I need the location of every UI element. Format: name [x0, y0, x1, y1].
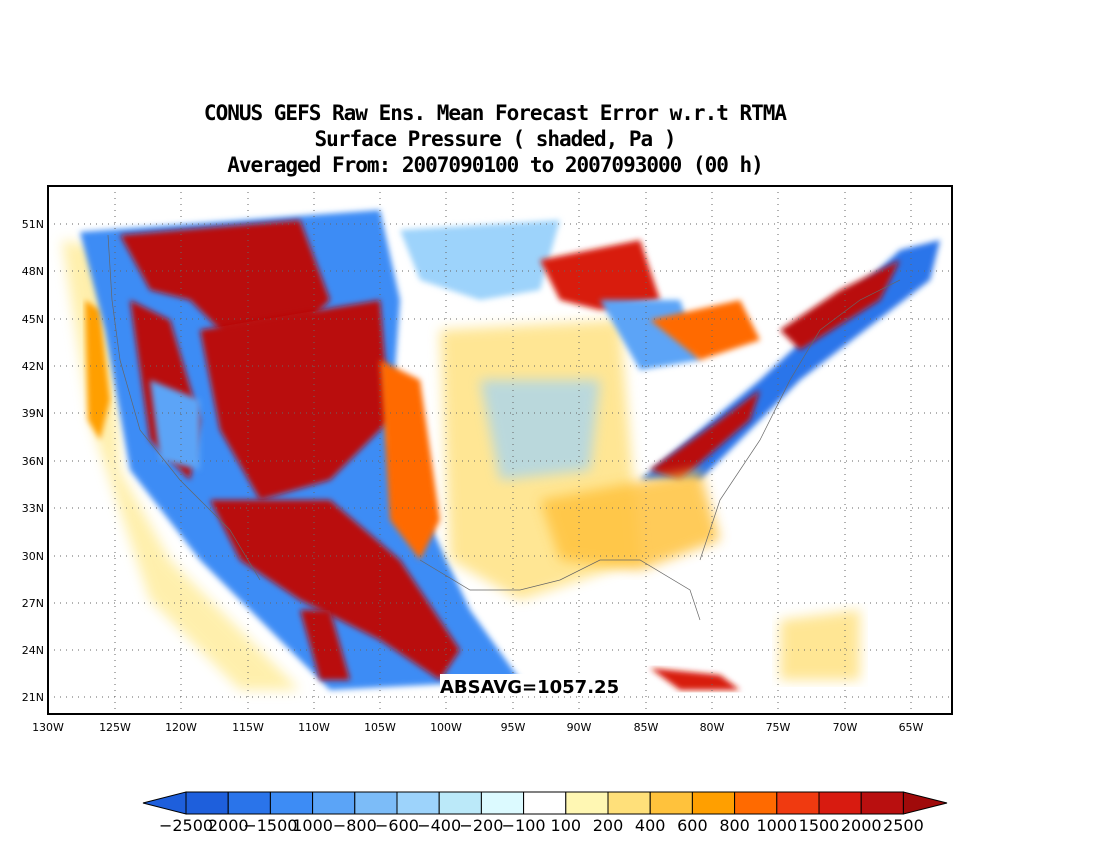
colorbar-swatch: [565, 791, 609, 815]
lon-tick-label: 90W: [567, 721, 592, 734]
colorbar-swatch: [480, 791, 525, 815]
colorbar-tick-label: −100: [502, 816, 546, 835]
central-blue: [480, 380, 600, 480]
lat-tick-label: 36N: [22, 455, 44, 468]
lat-tick-label: 48N: [22, 265, 44, 278]
lat-tick-label: 39N: [22, 407, 44, 420]
colorbar-swatch: [607, 791, 651, 815]
colorbar-extend-high: [902, 791, 948, 815]
coastline: [107, 234, 901, 621]
absavg-label: ABSAVG=1057.25: [440, 677, 619, 698]
colorbar-swatch: [312, 791, 356, 815]
lon-tick-label: 70W: [833, 721, 858, 734]
lon-tick-label: 125W: [99, 721, 131, 734]
colorbar-tick-label: 400: [635, 816, 666, 835]
colorbar-tick-label: 1000: [756, 816, 797, 835]
lat-tick-label: 45N: [22, 313, 44, 326]
lat-tick-label: 33N: [22, 502, 44, 515]
colorbar-tick-label: −400: [417, 816, 461, 835]
ne-red: [780, 260, 900, 350]
colorbar-tick-label: 2500: [883, 816, 924, 835]
lon-tick-label: 95W: [501, 721, 526, 734]
lon-tick-label: 120W: [165, 721, 197, 734]
colorbar-swatch: [776, 791, 820, 815]
lat-tick-label: 51N: [22, 218, 44, 231]
colorbar-tick-label: 2000: [841, 816, 882, 835]
lon-tick-label: 75W: [766, 721, 791, 734]
colorbar-swatch: [649, 791, 693, 815]
cuba-red: [650, 668, 740, 690]
west-red-1: [120, 220, 330, 340]
colorbar-tick-label: 1000: [292, 816, 333, 835]
absavg-background: [440, 674, 630, 696]
colorbar-tick-label: 100: [551, 816, 582, 835]
lat-tick-label: 27N: [22, 597, 44, 610]
colorbar-tick-label: 200: [593, 816, 624, 835]
lon-tick-label: 130W: [32, 721, 64, 734]
west-red-5: [300, 610, 350, 680]
colorbar-swatch: [438, 791, 482, 815]
colorbar-swatch: [860, 791, 904, 815]
colorbar-swatch: [818, 791, 862, 815]
title-block: CONUS GEFS Raw Ens. Mean Forecast Error …: [0, 100, 990, 178]
map-frame: [47, 185, 953, 715]
colorbar-tick-label: −800: [333, 816, 377, 835]
lon-tick-label: 65W: [899, 721, 924, 734]
field-layer: [62, 210, 952, 700]
colorbar-swatch: [354, 791, 398, 815]
lon-tick-label: 105W: [364, 721, 396, 734]
west-lightblue: [150, 380, 200, 470]
lakes-red: [540, 240, 660, 310]
lat-axis: 51N 48N 45N 42N 39N 36N 33N 30N 27N 24N 21N: [22, 218, 44, 704]
colorbar-swatch: [269, 791, 314, 815]
colorbar-tick-label: −2500: [159, 816, 213, 835]
colorbar-tick-label: 800: [719, 816, 750, 835]
colorbar-extend-low: [142, 791, 187, 815]
colorbar-swatch: [734, 791, 778, 815]
pacific-band: [85, 300, 110, 440]
plains-lightblue: [400, 220, 560, 300]
lon-tick-label: 85W: [634, 721, 659, 734]
plains-orange: [380, 360, 440, 560]
lon-tick-label: 115W: [232, 721, 264, 734]
west-red-4: [210, 500, 460, 680]
lat-tick-label: 21N: [22, 691, 44, 704]
title-line-2: Surface Pressure ( shaded, Pa ): [314, 127, 677, 151]
colorbar-swatch: [691, 791, 736, 815]
lon-axis: 130W 125W 120W 115W 110W 105W 100W 95W 90W 85W 80W…: [32, 721, 923, 734]
ne-orange: [650, 300, 760, 360]
lon-tick-label: 110W: [298, 721, 330, 734]
colorbar-tick-label: −1500: [243, 816, 297, 835]
colorbar-swatch: [396, 791, 440, 815]
lat-tick-label: 24N: [22, 644, 44, 657]
colorbar-swatch: [227, 791, 271, 815]
atlantic-bands: [780, 610, 860, 680]
lon-tick-label: 100W: [430, 721, 462, 734]
colorbar-tick-label: 1500: [799, 816, 840, 835]
lon-tick-label: 80W: [700, 721, 725, 734]
lat-tick-label: 30N: [22, 550, 44, 563]
title-line-3: Averaged From: 2007090100 to 2007093000 …: [227, 153, 764, 177]
gridlines: [48, 186, 952, 714]
colorbar-tick-label: 2000: [208, 816, 249, 835]
lat-tick-label: 42N: [22, 360, 44, 373]
title-line-1: CONUS GEFS Raw Ens. Mean Forecast Error …: [203, 101, 787, 125]
colorbar-tick-label: 600: [677, 816, 708, 835]
colorbar: [142, 791, 948, 815]
colorbar-tick-label: −600: [375, 816, 419, 835]
colorbar-swatch: [185, 791, 229, 815]
colorbar-tick-label: −200: [459, 816, 503, 835]
se-orange: [540, 470, 720, 570]
colorbar-swatch: [523, 791, 567, 815]
